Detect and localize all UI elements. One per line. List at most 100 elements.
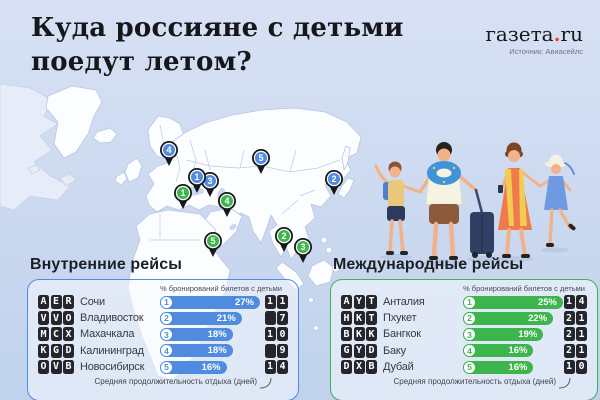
page-title: Куда россияне с детьми поедут летом? [31, 12, 404, 80]
flap-tile: E [50, 294, 62, 309]
map-pin-domestic-5: 5 [252, 149, 270, 174]
table-row: H K T Пхукет 22% 2 2 1 [341, 311, 587, 325]
city-label: Новосибирск [80, 360, 145, 373]
flap-tile: G [341, 343, 352, 358]
gazeta-logo: газета.ru [485, 22, 583, 46]
city-label: Махачкала [80, 328, 135, 341]
table-row: O V B Новосибирск 16% 5 1 4 [38, 359, 288, 374]
percent-bar: 16% 4 [463, 344, 563, 358]
percent-bar: 22% 2 [463, 311, 563, 325]
domestic-table-rows: A E R Сочи 27% 1 1 1 V V O Владивосток 21% 2 7 M C X Махач… [38, 294, 288, 374]
map-pin-international-2: 2 [275, 227, 293, 252]
flap-tile: 1 [576, 327, 587, 342]
flap-tile: K [353, 311, 365, 325]
percent-label: 22% [528, 312, 548, 324]
girl-figure [538, 154, 576, 247]
svg-text:4: 4 [166, 145, 171, 155]
svg-text:4: 4 [224, 196, 229, 206]
map-pin-international-1: 1 [174, 184, 192, 209]
footer-note-text: Средняя продолжительность отдыха (дней) [393, 376, 556, 386]
table-row: K G D Калининград 18% 4 9 [38, 343, 288, 358]
percent-bar: 19% 3 [463, 328, 563, 341]
flap-tile: O [38, 359, 49, 374]
flap-tile: V [38, 311, 49, 325]
bar-fill: 27% [160, 295, 260, 309]
flap-tile: M [38, 327, 49, 342]
flap-tile: 1 [563, 359, 575, 374]
svg-text:3: 3 [207, 176, 212, 186]
flap-tile: 1 [576, 343, 587, 358]
percent-label: 27% [234, 296, 254, 308]
flap-tile: V [50, 311, 62, 325]
family-illustration [374, 142, 576, 267]
rank-badge: 2 [463, 311, 476, 325]
rank-badge: 5 [160, 360, 173, 374]
svg-text:5: 5 [258, 153, 263, 163]
flap-tile [264, 343, 276, 358]
table-row: A Y T Анталия 25% 1 1 4 [341, 294, 587, 309]
flap-tile: 0 [576, 359, 587, 374]
flap-tile: 2 [563, 311, 575, 325]
percent-bar: 18% 4 [160, 344, 264, 358]
flap-tile: 1 [264, 359, 276, 374]
flap-tile: V [50, 359, 62, 374]
flap-tile: H [341, 311, 352, 325]
flap-tile: B [63, 359, 74, 374]
rank-badge: 3 [160, 328, 173, 341]
boy-figure [374, 161, 422, 255]
flap-tile: 2 [563, 327, 575, 342]
rank-badge: 5 [463, 360, 476, 374]
inland-seas [162, 144, 237, 230]
percent-bar: 21% 2 [160, 311, 264, 325]
table-row: A E R Сочи 27% 1 1 1 [38, 294, 288, 309]
flap-tile [264, 311, 276, 325]
percent-bar: 18% 3 [160, 328, 264, 341]
flap-tile: Y [353, 294, 365, 309]
percent-bar: 27% 1 [160, 295, 264, 309]
flap-tile: 1 [277, 294, 288, 309]
percent-bar: 16% 5 [160, 360, 264, 374]
international-column-header: % бронирований билетов с детьми [463, 284, 585, 293]
percent-label: 19% [518, 329, 538, 340]
svg-text:1: 1 [194, 172, 199, 182]
connector-line [259, 377, 272, 388]
flap-tile: D [366, 343, 377, 358]
flap-tile: O [63, 311, 74, 325]
domestic-panel: % бронирований билетов с детьми A E R Сочи 2… [27, 279, 299, 400]
percent-label: 25% [537, 296, 557, 308]
percent-label: 16% [508, 345, 528, 357]
table-row: M C X Махачкала 18% 3 1 0 [38, 327, 288, 342]
flap-tile: B [366, 359, 377, 374]
man-figure [418, 142, 494, 260]
suitcase [470, 188, 494, 258]
flap-tile: Y [353, 343, 365, 358]
svg-text:3: 3 [300, 242, 305, 252]
flap-tile: K [353, 327, 365, 342]
svg-text:2: 2 [331, 174, 336, 184]
domestic-heading: Внутренние рейсы [30, 256, 182, 273]
flap-tile: T [366, 294, 377, 309]
source-label: Источник: Авиасейлс [509, 47, 583, 56]
bar-fill: 22% [463, 311, 554, 325]
city-label: Сочи [80, 295, 105, 308]
flap-tile: D [63, 343, 74, 358]
map-pin-international-5: 5 [204, 232, 222, 257]
city-label: Владивосток [80, 312, 144, 324]
days-tiles: 9 [264, 343, 288, 358]
flap-tile: A [38, 294, 49, 309]
svg-text:2: 2 [281, 231, 286, 241]
map-pin-international-4: 4 [218, 192, 236, 217]
domestic-column-header: % бронирований билетов с детьми [160, 284, 282, 293]
percent-label: 16% [201, 361, 221, 373]
